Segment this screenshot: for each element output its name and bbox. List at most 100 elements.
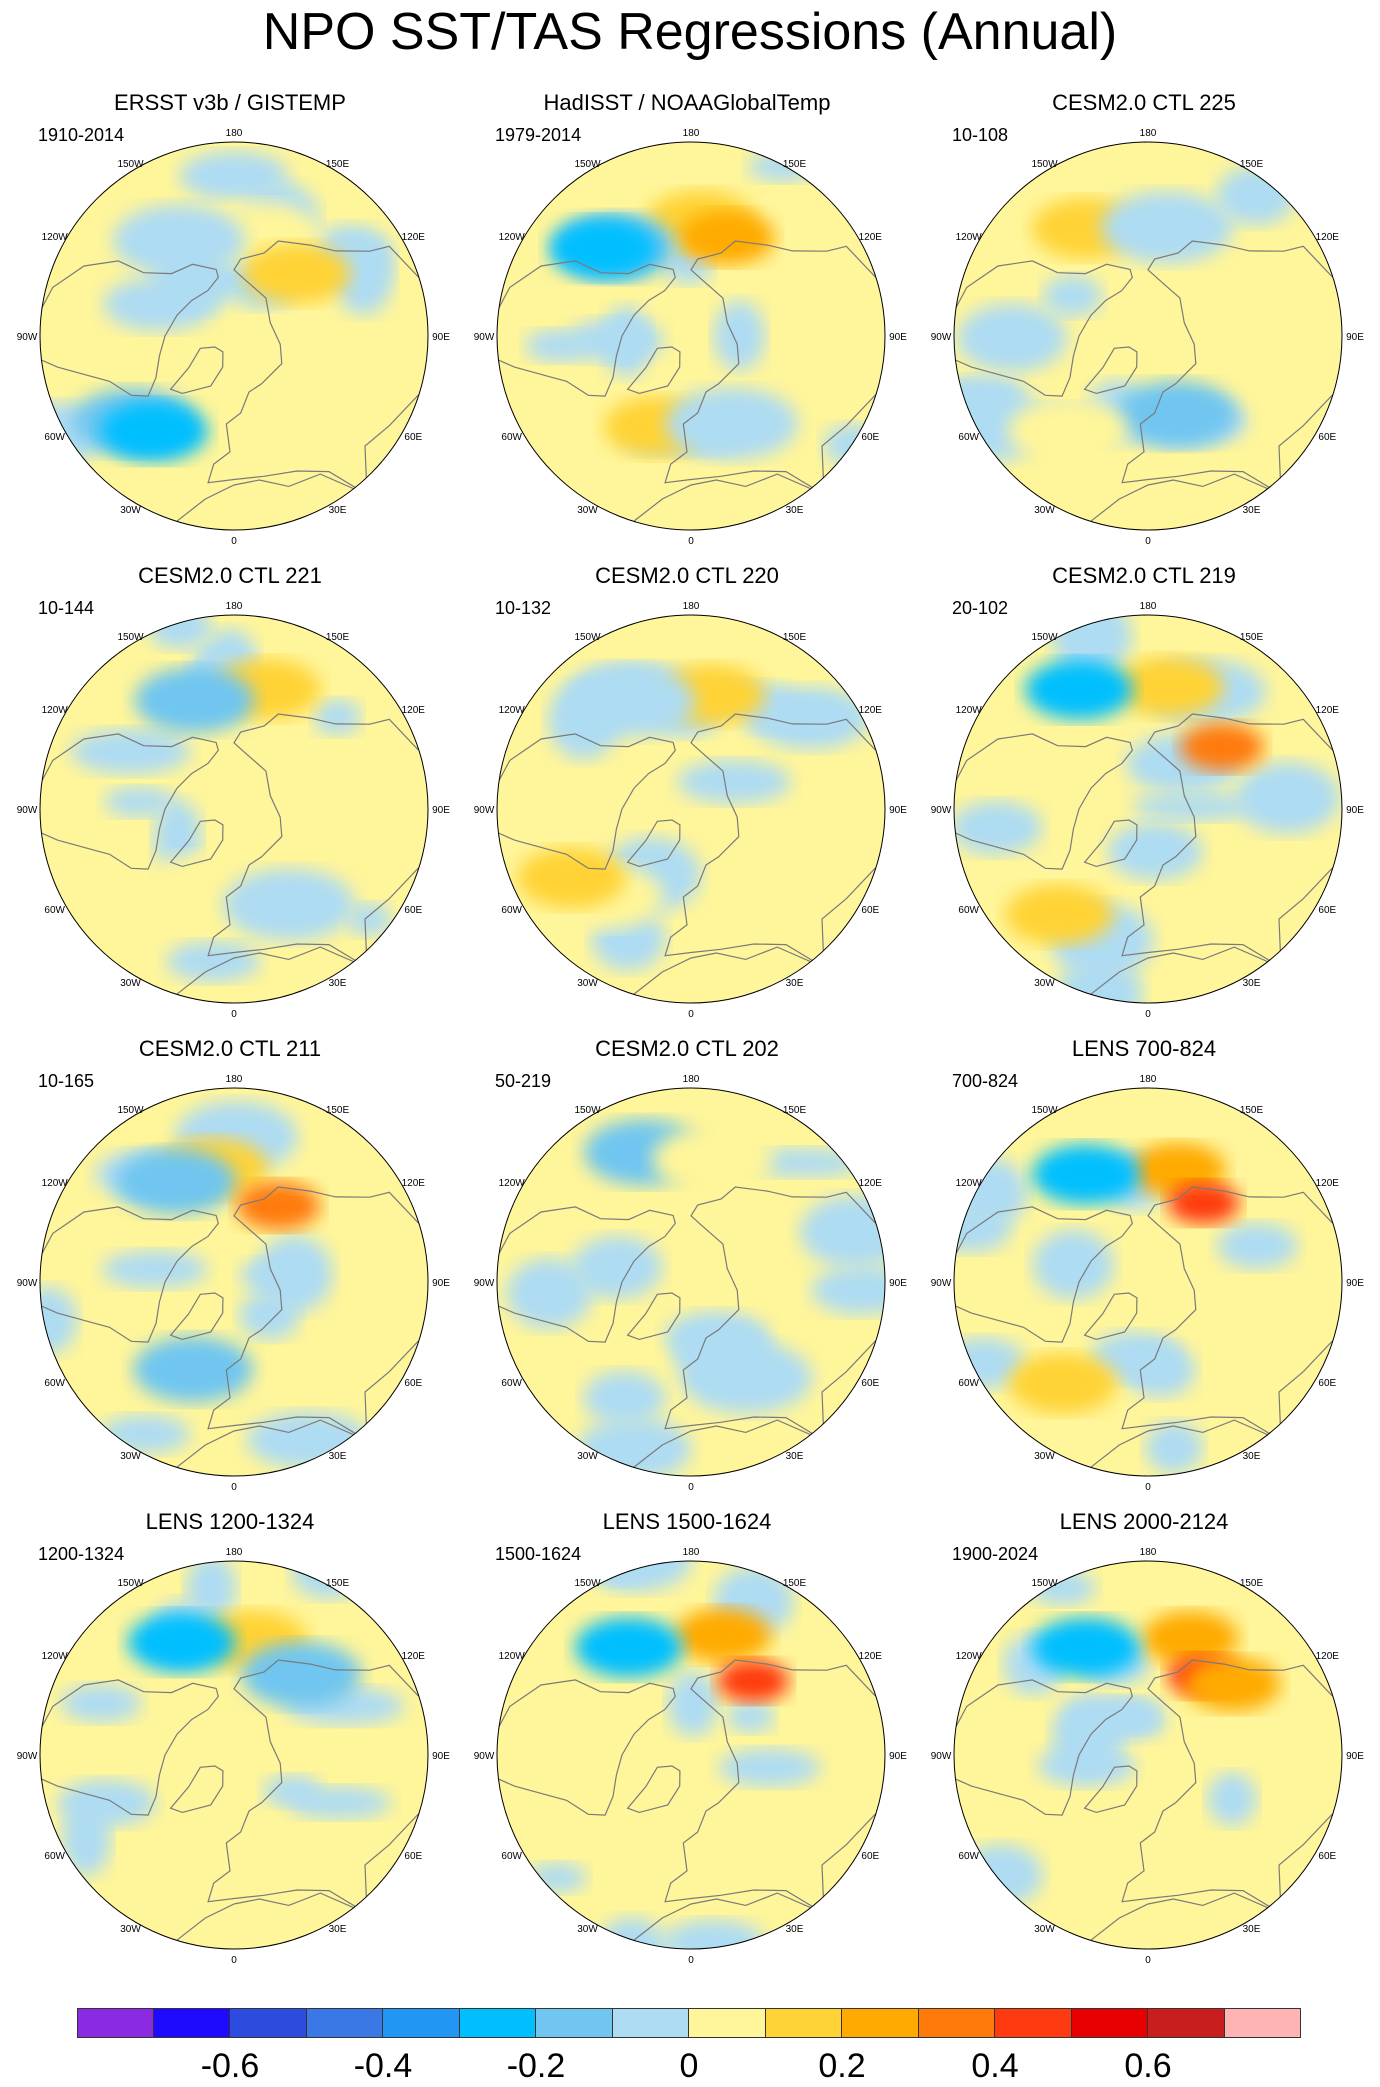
coastline: [633, 473, 861, 530]
coastline: [1083, 819, 1138, 868]
field-patch: [954, 800, 1043, 855]
lon-label: 30E: [786, 978, 804, 989]
lon-label: 150E: [326, 632, 350, 643]
colorbar-tick-label: -0.4: [353, 2047, 413, 2085]
lon-label: 30E: [1243, 978, 1261, 989]
lon-label: 0: [231, 1009, 237, 1020]
anomaly-centre: [549, 218, 658, 279]
coastline: [176, 1892, 404, 1949]
lon-label: 30W: [120, 1924, 141, 1935]
anomaly-centre: [574, 1617, 683, 1678]
field-patch: [286, 1786, 392, 1819]
lon-label: 60W: [501, 905, 522, 916]
coastline: [169, 819, 224, 868]
lon-label: 30W: [120, 1451, 141, 1462]
map-border: [496, 614, 886, 1004]
map-panel-ersst-v3b-gistemp: 180 150E 120E 90E 60E 30E 0 30W 60W 90W 120W 150W ER…: [0, 90, 460, 560]
lon-label: 150E: [1240, 159, 1264, 170]
lon-label: 180: [683, 1547, 700, 1558]
field-patch: [1032, 1229, 1114, 1300]
colorbar-tick-label: 0.6: [1124, 2047, 1172, 2085]
map-panel-cesm2-0-ctl-220: 180 150E 120E 90E 60E 30E 0 30W 60W 90W 120W 150W CE…: [457, 563, 917, 1033]
lon-label: 60W: [958, 1851, 979, 1862]
lon-label: 90W: [474, 805, 495, 816]
anomaly-centre: [1031, 1617, 1140, 1678]
field-patch: [506, 1258, 593, 1329]
polar-map: 180 150E 120E 90E 60E 30E 0 30W 60W 90W 120W 150W: [17, 128, 451, 547]
lon-label: 90W: [474, 332, 495, 343]
anomaly-centre: [1115, 656, 1224, 717]
map-border: [953, 141, 1343, 531]
lon-label: 90E: [432, 1751, 450, 1762]
lon-label: 60W: [44, 1851, 65, 1862]
page-title: NPO SST/TAS Regressions (Annual): [262, 3, 1118, 61]
lon-label: 30W: [577, 1924, 598, 1935]
lon-label: 0: [688, 1955, 694, 1966]
lon-label: 150W: [1031, 1105, 1058, 1116]
lon-label: 0: [1145, 536, 1151, 547]
polar-map: 180 150E 120E 90E 60E 30E 0 30W 60W 90W 120W 150W: [931, 601, 1365, 1020]
field-patch: [718, 1748, 821, 1787]
coastline: [954, 1206, 1133, 1343]
colorbar-tick-label: 0.2: [818, 2047, 866, 2085]
field-patch: [103, 786, 176, 817]
lon-label: 120E: [1316, 232, 1340, 243]
field-patch: [1216, 1222, 1298, 1270]
field-patch: [1207, 1772, 1257, 1826]
lon-label: 120E: [402, 1651, 426, 1662]
field-patch: [1145, 1421, 1203, 1474]
anomaly-centre: [241, 1641, 362, 1708]
field-patch: [147, 615, 213, 650]
lon-label: 150E: [1240, 632, 1264, 643]
lon-label: 0: [231, 1482, 237, 1493]
map-panel-cesm2-0-ctl-221: 180 150E 120E 90E 60E 30E 0 30W 60W 90W 120W 150W CE…: [0, 563, 460, 1033]
lon-label: 30W: [1034, 978, 1055, 989]
coastline: [497, 260, 676, 397]
field-patch: [313, 699, 362, 735]
field-patch: [246, 1411, 371, 1469]
lon-label: 150W: [117, 632, 144, 643]
lon-label: 30W: [1034, 1924, 1055, 1935]
lon-label: 0: [688, 536, 694, 547]
lon-label: 180: [683, 1074, 700, 1085]
panel-period: 50-219: [495, 1071, 552, 1091]
lon-label: 30E: [329, 978, 347, 989]
lon-label: 60E: [1318, 1378, 1336, 1389]
lon-label: 180: [683, 601, 700, 612]
coastline: [626, 1292, 681, 1341]
lon-label: 150W: [117, 1578, 144, 1589]
coastline: [633, 1892, 861, 1949]
lon-label: 30E: [1243, 505, 1261, 516]
lon-label: 150E: [1240, 1105, 1264, 1116]
coastline: [497, 733, 676, 870]
anomaly-centre: [665, 387, 798, 460]
anomaly-centre: [1101, 191, 1234, 264]
lon-label: 90E: [1346, 1278, 1364, 1289]
anomaly-centre: [236, 1181, 321, 1230]
anomaly-centre: [1025, 659, 1134, 720]
coastline: [633, 946, 861, 1003]
colorbar-box: [77, 2008, 154, 2038]
colorbar-tick-label: -0.6: [200, 2047, 260, 2085]
map-border: [39, 614, 429, 1004]
lon-label: 60E: [861, 432, 879, 443]
field-patch: [1131, 792, 1252, 821]
lon-label: 90W: [931, 332, 952, 343]
field-patch: [661, 1919, 765, 1949]
lon-label: 150E: [326, 1105, 350, 1116]
lon-label: 120W: [499, 705, 526, 716]
lon-label: 150E: [326, 1578, 350, 1589]
coastline: [176, 946, 404, 1003]
coastline: [497, 1206, 676, 1343]
lon-label: 30W: [120, 978, 141, 989]
coastline: [954, 1679, 1133, 1816]
lon-label: 180: [226, 1074, 243, 1085]
lon-label: 180: [1140, 601, 1157, 612]
lon-label: 90W: [17, 1278, 38, 1289]
coastline: [40, 260, 219, 397]
anomaly-centre: [1005, 884, 1114, 945]
lon-label: 120W: [956, 705, 983, 716]
lon-label: 120E: [859, 232, 883, 243]
field-patch: [954, 375, 1022, 414]
lon-label: 120E: [859, 705, 883, 716]
